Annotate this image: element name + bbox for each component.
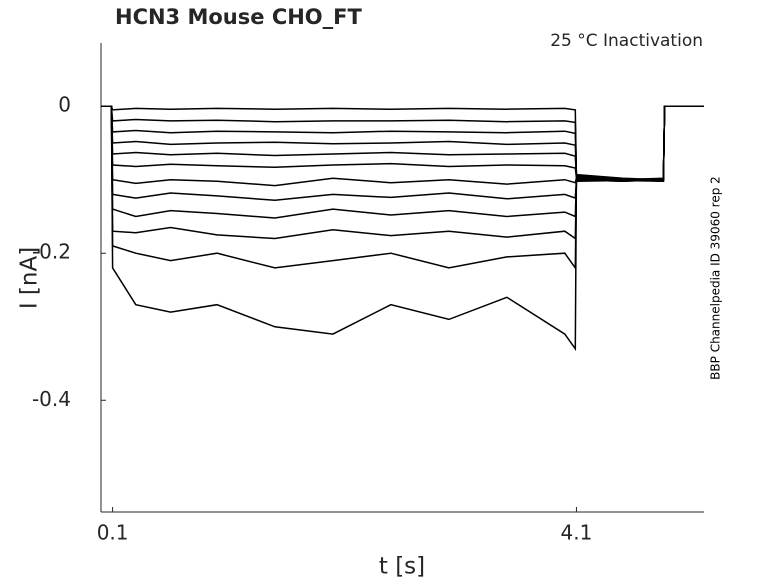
trace <box>101 105 704 187</box>
y-tick-label: -0.4 <box>32 387 71 411</box>
trace <box>101 105 704 271</box>
chart-title: HCN3 Mouse CHO_FT <box>115 5 362 29</box>
x-axis-label: t [s] <box>379 554 425 580</box>
side-note: BBP Channelpedia ID 39060 rep 2 <box>709 176 723 380</box>
x-tick-label: 0.1 <box>97 521 129 545</box>
x-tick-label: 4.1 <box>561 521 593 545</box>
trace <box>101 105 704 219</box>
trace <box>101 105 704 352</box>
y-tick-label: -0.2 <box>32 240 71 264</box>
annotation: 25 °C Inactivation <box>550 31 703 51</box>
y-axis-label: I [nA] <box>17 247 43 309</box>
y-tick-label: 0 <box>58 93 71 117</box>
trace <box>101 105 704 240</box>
trace <box>101 105 704 181</box>
